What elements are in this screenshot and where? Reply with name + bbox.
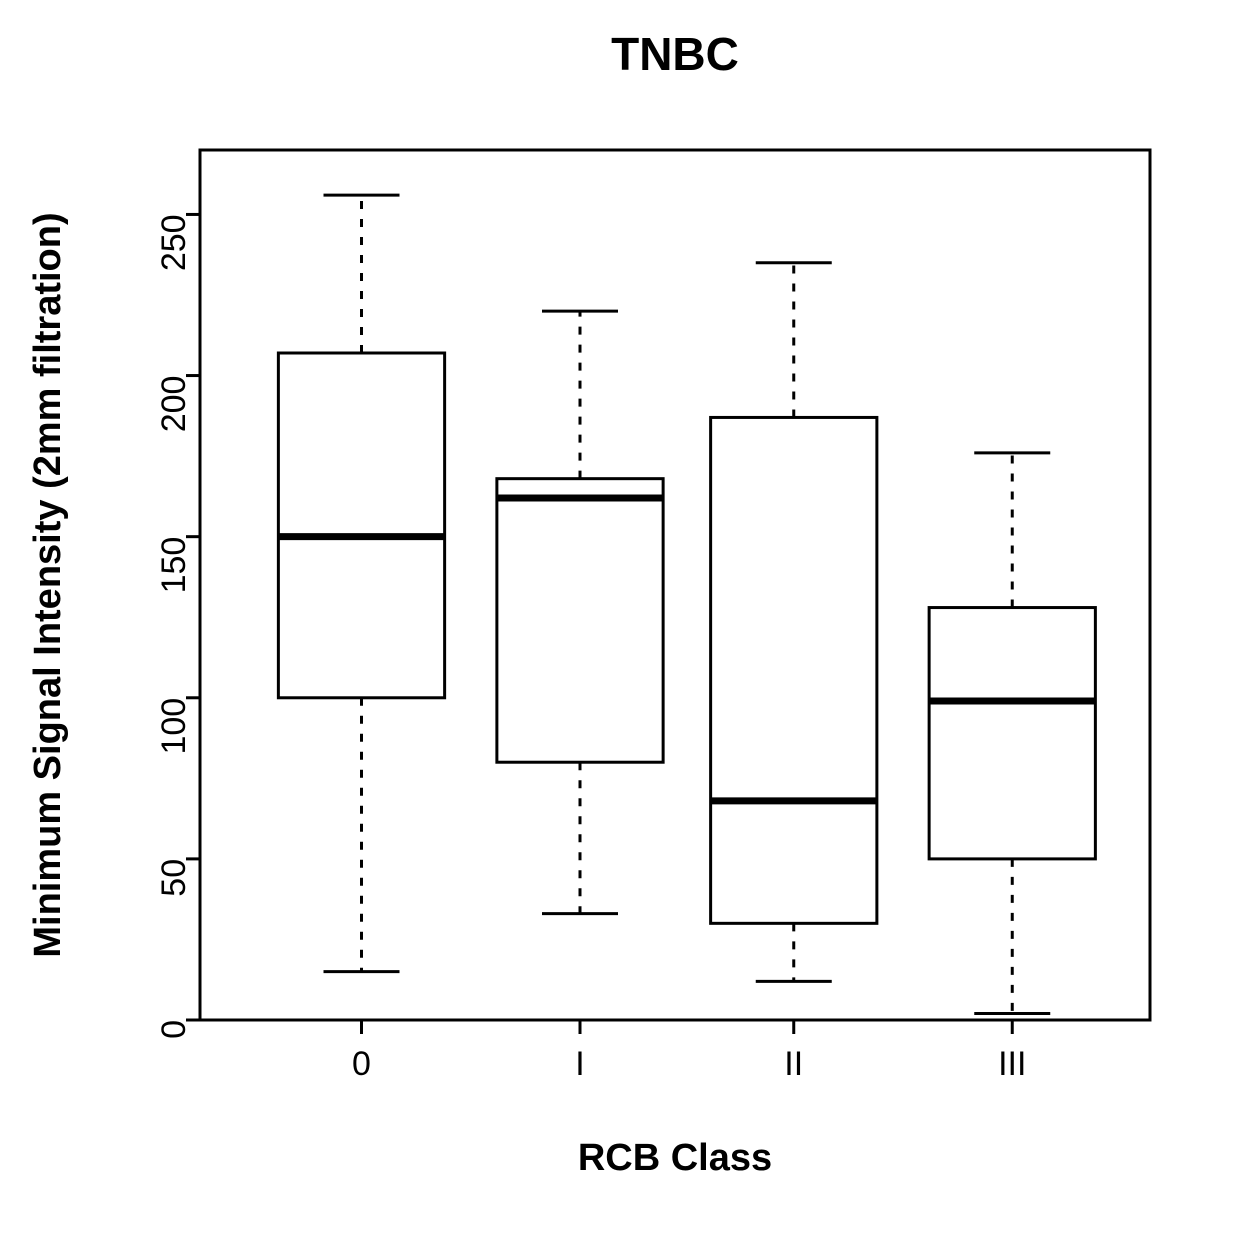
- x-tick-label: III: [998, 1045, 1026, 1083]
- x-axis-label: RCB Class: [578, 1137, 772, 1179]
- y-tick-label: 50: [155, 859, 193, 897]
- chart-svg: TNBC 0 50 100 150 200 250 Minimum Signal Intens…: [0, 0, 1260, 1240]
- y-tick-label: 200: [155, 376, 193, 433]
- box-rect: [929, 608, 1095, 859]
- y-tick-label: 150: [155, 537, 193, 594]
- x-tick-label: II: [784, 1045, 803, 1083]
- x-tick-label: 0: [352, 1045, 371, 1083]
- boxplot-group: [711, 263, 877, 982]
- y-tick-label: 100: [155, 698, 193, 755]
- boxplot-group: [278, 195, 444, 972]
- y-axis-label: Minimum Signal Intensity (2mm filtration…: [27, 212, 69, 957]
- boxplot-group: [497, 311, 663, 914]
- boxplot-group: [929, 453, 1095, 1014]
- x-tick-label: I: [575, 1045, 584, 1083]
- box-rect: [278, 353, 444, 698]
- chart-title: TNBC: [611, 28, 739, 80]
- y-tick-label: 250: [155, 214, 193, 271]
- boxplot-chart: TNBC 0 50 100 150 200 250 Minimum Signal Intens…: [0, 0, 1260, 1240]
- box-rect: [497, 479, 663, 763]
- y-tick-label: 0: [155, 1020, 193, 1039]
- box-rect: [711, 417, 877, 923]
